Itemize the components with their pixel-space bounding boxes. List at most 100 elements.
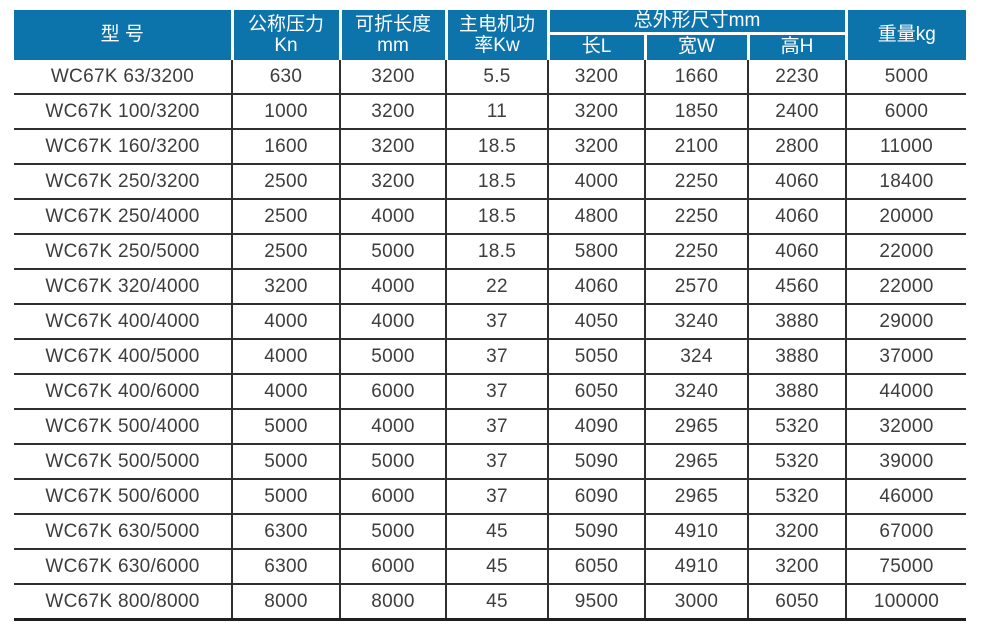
cell-model: WC67K 400/4000 <box>14 304 233 340</box>
cell-dim-l: 5050 <box>548 339 646 375</box>
cell-motor-power: 22 <box>446 269 549 305</box>
cell-fold-length: 4000 <box>340 304 447 340</box>
cell-pressure: 4000 <box>232 339 341 375</box>
cell-weight: 18400 <box>846 164 966 200</box>
cell-fold-length: 5000 <box>340 234 447 270</box>
cell-fold-length: 4000 <box>340 199 447 235</box>
cell-fold-length: 6000 <box>340 479 447 515</box>
cell-dim-w: 4910 <box>645 549 749 585</box>
cell-dim-w: 2250 <box>645 164 749 200</box>
cell-dim-h: 4060 <box>748 234 847 270</box>
cell-dim-l: 3200 <box>548 129 646 165</box>
table-row: WC67K 400/4000 4000 4000 37 4050 3240 3880 2900… <box>14 304 966 340</box>
cell-dim-w: 2100 <box>645 129 749 165</box>
cell-pressure: 5000 <box>232 479 341 515</box>
cell-fold-length: 4000 <box>340 409 447 445</box>
cell-motor-power: 37 <box>446 339 549 375</box>
col-header-dim-width: 宽W <box>645 33 750 60</box>
cell-weight: 39000 <box>846 444 966 480</box>
cell-model: WC67K 630/6000 <box>14 549 233 585</box>
cell-weight: 22000 <box>846 269 966 305</box>
cell-dim-l: 4090 <box>548 409 646 445</box>
cell-model: WC67K 320/4000 <box>14 269 233 305</box>
cell-fold-length: 3200 <box>340 94 447 130</box>
cell-dim-l: 3200 <box>548 60 646 95</box>
cell-pressure: 6300 <box>232 514 341 550</box>
spec-table-container: 型 号 公称压力 Kn 可折长度 mm 主电机功 率Kw 总外形尺寸mm 重量k… <box>14 10 966 621</box>
cell-weight: 5000 <box>846 60 966 95</box>
cell-dim-h: 5320 <box>748 409 847 445</box>
col-header-pressure: 公称压力 Kn <box>232 10 342 60</box>
cell-motor-power: 45 <box>446 584 549 621</box>
cell-pressure: 1000 <box>232 94 341 130</box>
cell-pressure: 2500 <box>232 234 341 270</box>
cell-dim-w: 3240 <box>645 304 749 340</box>
cell-weight: 46000 <box>846 479 966 515</box>
cell-model: WC67K 630/5000 <box>14 514 233 550</box>
cell-dim-h: 3880 <box>748 304 847 340</box>
cell-dim-h: 5320 <box>748 479 847 515</box>
cell-dim-h: 5320 <box>748 444 847 480</box>
cell-dim-h: 2400 <box>748 94 847 130</box>
cell-motor-power: 37 <box>446 444 549 480</box>
table-body: WC67K 63/3200 630 3200 5.5 3200 1660 2230 5000 W… <box>14 60 966 621</box>
cell-dim-w: 324 <box>645 339 749 375</box>
table-row: WC67K 400/5000 4000 5000 37 5050 324 3880 37000 <box>14 339 966 375</box>
cell-dim-h: 3880 <box>748 339 847 375</box>
cell-pressure: 6300 <box>232 549 341 585</box>
cell-pressure: 5000 <box>232 444 341 480</box>
cell-dim-l: 5090 <box>548 514 646 550</box>
col-header-motor-power: 主电机功 率Kw <box>446 10 550 60</box>
cell-pressure: 4000 <box>232 374 341 410</box>
cell-pressure: 1600 <box>232 129 341 165</box>
col-header-fold-length: 可折长度 mm <box>340 10 448 60</box>
cell-weight: 20000 <box>846 199 966 235</box>
cell-dim-w: 2965 <box>645 479 749 515</box>
cell-weight: 29000 <box>846 304 966 340</box>
cell-dim-w: 2250 <box>645 234 749 270</box>
cell-model: WC67K 63/3200 <box>14 60 233 95</box>
table-row: WC67K 63/3200 630 3200 5.5 3200 1660 2230 5000 <box>14 60 966 95</box>
cell-weight: 32000 <box>846 409 966 445</box>
cell-dim-h: 4560 <box>748 269 847 305</box>
cell-fold-length: 3200 <box>340 164 447 200</box>
cell-dim-l: 5090 <box>548 444 646 480</box>
table-row: WC67K 100/3200 1000 3200 11 3200 1850 2400 6000 <box>14 94 966 130</box>
cell-dim-h: 4060 <box>748 164 847 200</box>
cell-dim-l: 9500 <box>548 584 646 621</box>
cell-fold-length: 5000 <box>340 444 447 480</box>
cell-dim-l: 4060 <box>548 269 646 305</box>
cell-dim-h: 3880 <box>748 374 847 410</box>
cell-weight: 22000 <box>846 234 966 270</box>
cell-pressure: 3200 <box>232 269 341 305</box>
cell-dim-l: 4000 <box>548 164 646 200</box>
cell-motor-power: 45 <box>446 549 549 585</box>
cell-weight: 67000 <box>846 514 966 550</box>
cell-fold-length: 6000 <box>340 374 447 410</box>
col-header-weight: 重量kg <box>846 10 966 60</box>
table-header: 型 号 公称压力 Kn 可折长度 mm 主电机功 率Kw 总外形尺寸mm 重量k… <box>14 10 966 60</box>
cell-fold-length: 3200 <box>340 60 447 95</box>
table-row: WC67K 160/3200 1600 3200 18.5 3200 2100 2800 11… <box>14 129 966 165</box>
table-row: WC67K 320/4000 3200 4000 22 4060 2570 4560 2200… <box>14 269 966 305</box>
cell-dim-w: 4910 <box>645 514 749 550</box>
cell-motor-power: 5.5 <box>446 60 549 95</box>
table-row: WC67K 800/8000 8000 8000 45 9500 3000 6050 1000… <box>14 584 966 621</box>
cell-fold-length: 6000 <box>340 549 447 585</box>
cell-model: WC67K 250/3200 <box>14 164 233 200</box>
cell-dim-w: 2250 <box>645 199 749 235</box>
col-header-dimensions-group: 总外形尺寸mm <box>548 10 848 35</box>
cell-model: WC67K 100/3200 <box>14 94 233 130</box>
cell-dim-h: 4060 <box>748 199 847 235</box>
cell-motor-power: 37 <box>446 479 549 515</box>
cell-dim-w: 3240 <box>645 374 749 410</box>
cell-model: WC67K 250/5000 <box>14 234 233 270</box>
cell-motor-power: 18.5 <box>446 164 549 200</box>
cell-dim-l: 4050 <box>548 304 646 340</box>
cell-dim-h: 2230 <box>748 60 847 95</box>
machine-spec-table: 型 号 公称压力 Kn 可折长度 mm 主电机功 率Kw 总外形尺寸mm 重量k… <box>14 10 966 621</box>
cell-dim-h: 3200 <box>748 549 847 585</box>
table-row: WC67K 500/5000 5000 5000 37 5090 2965 5320 3900… <box>14 444 966 480</box>
cell-motor-power: 18.5 <box>446 199 549 235</box>
cell-dim-w: 2570 <box>645 269 749 305</box>
